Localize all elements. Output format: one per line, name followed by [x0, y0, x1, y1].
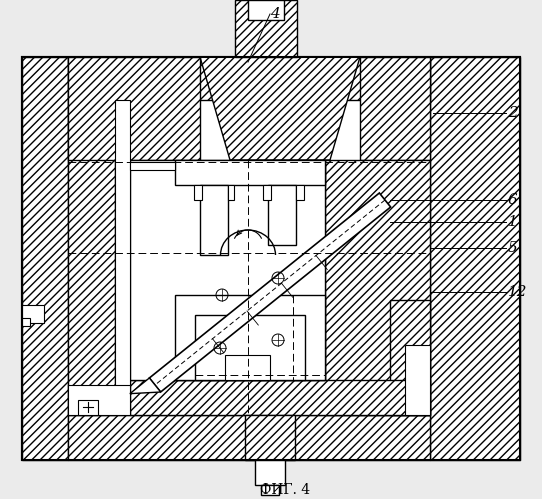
Bar: [360, 57, 430, 160]
Polygon shape: [200, 57, 360, 160]
Bar: [245, 415, 295, 460]
Text: 6: 6: [508, 193, 518, 207]
Bar: [22, 57, 520, 460]
Bar: [78, 400, 98, 415]
Bar: [115, 100, 130, 415]
Text: 2: 2: [508, 106, 518, 120]
Bar: [195, 315, 305, 380]
Text: 12: 12: [508, 285, 527, 299]
Bar: [325, 160, 430, 415]
Text: 1: 1: [508, 215, 518, 229]
Polygon shape: [130, 378, 160, 394]
Bar: [22, 57, 68, 460]
Bar: [255, 460, 285, 485]
Bar: [390, 300, 430, 415]
Bar: [194, 185, 202, 200]
Text: 5: 5: [508, 241, 518, 255]
Bar: [175, 160, 325, 185]
Bar: [130, 380, 430, 415]
Bar: [175, 295, 325, 380]
Bar: [115, 100, 130, 415]
Bar: [22, 57, 520, 460]
Text: ФИГ. 4: ФИГ. 4: [260, 483, 310, 497]
Bar: [261, 485, 279, 495]
Bar: [130, 160, 325, 380]
Bar: [296, 185, 304, 200]
Bar: [130, 100, 172, 415]
Bar: [68, 385, 130, 415]
Bar: [235, 0, 297, 57]
Bar: [130, 162, 175, 170]
Bar: [248, 0, 284, 20]
Bar: [430, 57, 520, 460]
Bar: [268, 185, 296, 245]
Bar: [68, 57, 200, 160]
Bar: [263, 185, 271, 200]
Bar: [68, 100, 115, 415]
Bar: [68, 415, 430, 460]
Text: 4: 4: [270, 7, 280, 21]
Bar: [68, 57, 430, 100]
Polygon shape: [150, 193, 391, 392]
Bar: [228, 185, 234, 200]
Bar: [22, 318, 30, 326]
Bar: [200, 185, 228, 255]
Bar: [225, 355, 270, 380]
Bar: [405, 345, 430, 415]
Bar: [22, 305, 44, 323]
